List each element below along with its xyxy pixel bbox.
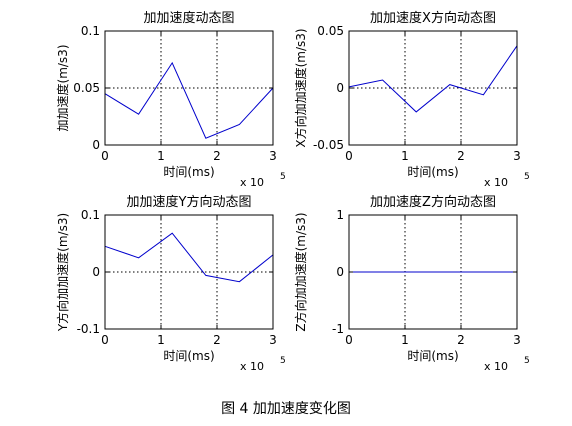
chart-2-series-line	[348, 45, 518, 113]
chart-1-x-axis-label: 时间(ms)	[163, 165, 214, 179]
chart-4-y-tick-label: 0	[336, 265, 344, 279]
chart-1-x-tick-label: 0	[101, 149, 109, 163]
chart-4-x-axis-label: 时间(ms)	[407, 349, 458, 363]
chart-2-y-tick-label: 0	[336, 81, 344, 95]
chart-3-x-exponent-power: 5	[280, 356, 286, 366]
chart-1-x-tick-label: 2	[213, 149, 221, 163]
chart-2-x-exponent-power: 5	[524, 172, 530, 182]
chart-3-x-exponent: x 10	[240, 360, 264, 373]
chart-2-x-tick-label: 0	[345, 149, 353, 163]
chart-4-x-exponent: x 10	[484, 360, 508, 373]
chart-1-y-tick-label: 0.1	[81, 24, 100, 38]
chart-2-title: 加加速度X方向动态图	[370, 10, 496, 26]
chart-4-x-exponent-power: 5	[524, 356, 530, 366]
chart-3-series-line	[104, 232, 274, 283]
chart-4-y-axis-label: Z方向加加速度(m/s3)	[293, 212, 308, 331]
chart-4-title: 加加速度Z方向动态图	[370, 194, 496, 210]
chart-3-x-axis-label: 时间(ms)	[163, 349, 214, 363]
chart-2-x-tick-label: 3	[513, 149, 521, 163]
chart-4-x-tick-label: 0	[345, 333, 353, 347]
chart-2-x-axis-label: 时间(ms)	[407, 165, 458, 179]
chart-3-title: 加加速度Y方向动态图	[127, 194, 252, 210]
chart-1-x-exponent-power: 5	[280, 172, 286, 182]
chart-1-y-axis-label: 加加速度(m/s3)	[55, 45, 70, 132]
chart-3-y-tick-label: 0.1	[81, 208, 100, 222]
chart-2-y-axis-label: X方向加加速度(m/s3)	[293, 28, 308, 147]
chart-1-y-tick-label: 0.05	[73, 81, 100, 95]
chart-2-y-tick-label: -0.05	[313, 138, 344, 152]
chart-1-x-exponent: x 10	[240, 176, 264, 189]
chart-4-x-tick-label: 3	[513, 333, 521, 347]
chart-2-x-exponent: x 10	[484, 176, 508, 189]
chart-4-x-tick-label: 1	[401, 333, 409, 347]
chart-3-y-axis-label: Y方向加加速度(m/s3)	[55, 213, 70, 332]
chart-2-x-tick-label: 2	[457, 149, 465, 163]
chart-3-x-tick-label: 1	[157, 333, 165, 347]
chart-3-y-tick-label: 0	[92, 265, 100, 279]
chart-3-y-tick-label: -0.1	[77, 322, 100, 336]
chart-3-x-tick-label: 0	[101, 333, 109, 347]
chart-3-x-tick-label: 2	[213, 333, 221, 347]
chart-4-x-tick-label: 2	[457, 333, 465, 347]
chart-2-x-tick-label: 1	[401, 149, 409, 163]
chart-1-x-tick-label: 3	[269, 149, 277, 163]
chart-2-y-tick-label: 0.05	[317, 24, 344, 38]
chart-1-series-line	[104, 61, 274, 139]
chart-4-y-tick-label: -1	[332, 322, 344, 336]
chart-1-title: 加加速度动态图	[143, 10, 234, 26]
chart-1-y-tick-label: 0	[92, 138, 100, 152]
chart-4-y-tick-label: 1	[336, 208, 344, 222]
chart-1-x-tick-label: 1	[157, 149, 165, 163]
chart-3-x-tick-label: 3	[269, 333, 277, 347]
figure-caption: 图 4 加加速度变化图	[221, 401, 351, 417]
